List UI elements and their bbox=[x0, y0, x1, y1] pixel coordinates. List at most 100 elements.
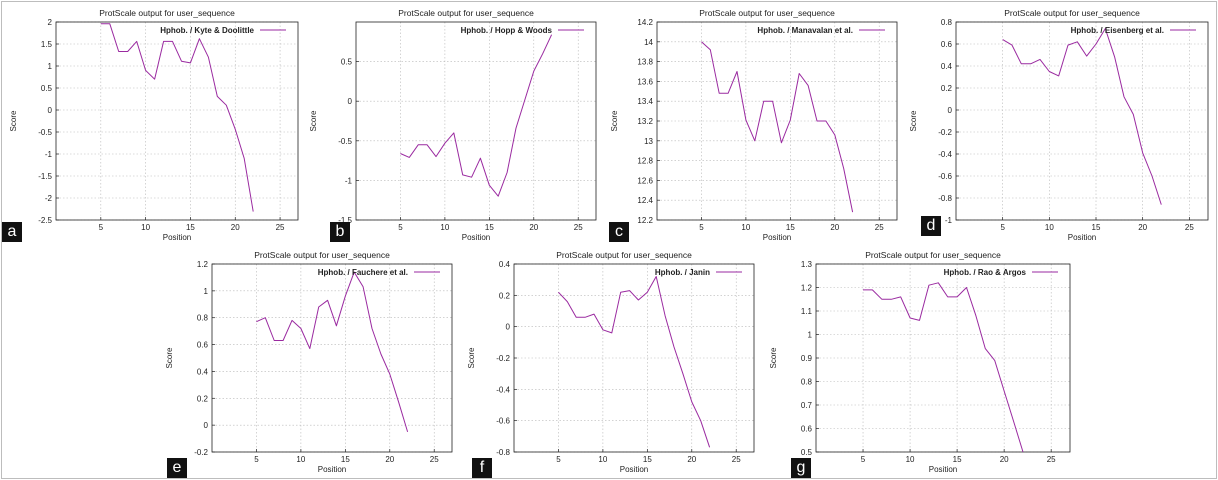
x-tick-label: 5 bbox=[398, 223, 403, 232]
chart-title: ProtScale output for user_sequence bbox=[99, 8, 235, 18]
y-axis-label: Score bbox=[909, 110, 918, 131]
y-tick-label: 0.5 bbox=[341, 58, 353, 67]
legend-label: Hphob. / Eisenberg et al. bbox=[1071, 26, 1164, 35]
y-tick-label: 0.6 bbox=[197, 341, 209, 350]
y-tick-label: -0.2 bbox=[194, 448, 208, 457]
x-tick-label: 20 bbox=[830, 223, 839, 232]
chart-title: ProtScale output for user_sequence bbox=[1004, 8, 1140, 18]
y-tick-label: -0.8 bbox=[938, 194, 952, 203]
y-tick-label: 1 bbox=[808, 331, 813, 340]
y-tick-label: 1 bbox=[204, 287, 209, 296]
y-tick-label: 0.2 bbox=[499, 291, 511, 300]
x-tick-label: 20 bbox=[687, 455, 696, 464]
y-tick-label: -0.2 bbox=[938, 128, 952, 137]
legend-label: Hphob. / Rao & Argos bbox=[944, 268, 1027, 277]
y-tick-label: 0.5 bbox=[801, 448, 813, 457]
y-tick-label: 13.4 bbox=[637, 97, 653, 106]
y-axis-label: Score bbox=[467, 347, 476, 368]
plot-frame bbox=[55, 21, 299, 221]
y-tick-label: -1 bbox=[45, 150, 53, 159]
x-tick-label: 25 bbox=[875, 223, 884, 232]
series-line bbox=[558, 276, 711, 448]
legend-label: Hphob. / Janin bbox=[655, 268, 710, 277]
x-tick-label: 10 bbox=[906, 455, 915, 464]
x-tick-label: 10 bbox=[741, 223, 750, 232]
x-tick-label: 10 bbox=[598, 455, 607, 464]
x-tick-label: 5 bbox=[1000, 223, 1005, 232]
y-tick-label: 0 bbox=[48, 106, 53, 115]
series-line bbox=[863, 282, 1024, 453]
y-tick-label: 0.4 bbox=[499, 260, 511, 269]
x-tick-label: 15 bbox=[341, 455, 350, 464]
panel-f: ProtScale output for user_sequence 5 10 15 2… bbox=[462, 248, 762, 474]
y-tick-label: -0.4 bbox=[496, 385, 510, 394]
y-tick-label: 14 bbox=[644, 38, 653, 47]
y-tick-label: 0.6 bbox=[941, 40, 953, 49]
x-tick-label: 20 bbox=[529, 223, 538, 232]
y-tick-label: 0.6 bbox=[801, 425, 813, 434]
x-tick-label: 25 bbox=[732, 455, 741, 464]
x-tick-label: 20 bbox=[231, 223, 240, 232]
legend-label: Hphob. / Manavalan et al. bbox=[757, 26, 853, 35]
chart-title: ProtScale output for user_sequence bbox=[398, 8, 534, 18]
x-tick-label: 25 bbox=[276, 223, 285, 232]
chart-b: ProtScale output for user_sequence 5 10 15 2… bbox=[309, 8, 597, 242]
y-tick-label: -0.2 bbox=[496, 354, 510, 363]
x-axis-label: Position bbox=[1068, 233, 1096, 242]
panel-tag-d: d bbox=[921, 216, 941, 236]
y-tick-label: 2 bbox=[48, 18, 53, 27]
x-tick-label: 5 bbox=[99, 223, 104, 232]
panel-c: ProtScale output for user_sequence 5 10 15 2… bbox=[605, 6, 905, 242]
y-tick-label: -2.5 bbox=[38, 216, 52, 225]
y-tick-label: 1.5 bbox=[41, 40, 53, 49]
y-tick-label: 13.8 bbox=[637, 58, 653, 67]
x-axis-label: Position bbox=[462, 233, 490, 242]
y-tick-label: 0.9 bbox=[801, 354, 813, 363]
legend-label: Hphob. / Kyte & Doolittle bbox=[160, 26, 254, 35]
chart-g: ProtScale output for user_sequence 5 10 15 2… bbox=[769, 250, 1071, 474]
y-tick-label: 0.8 bbox=[197, 314, 209, 323]
y-tick-label: -1 bbox=[345, 176, 353, 185]
x-tick-label: 20 bbox=[385, 455, 394, 464]
y-axis-label: Score bbox=[769, 347, 778, 368]
y-tick-label: -0.6 bbox=[938, 172, 952, 181]
x-tick-label: 5 bbox=[556, 455, 561, 464]
y-tick-label: 1 bbox=[48, 62, 53, 71]
x-tick-label: 15 bbox=[786, 223, 795, 232]
chart-c: ProtScale output for user_sequence 5 10 15 2… bbox=[610, 8, 898, 242]
y-tick-label: 12.4 bbox=[637, 196, 653, 205]
y-tick-label: 13.6 bbox=[637, 77, 653, 86]
chart-title: ProtScale output for user_sequence bbox=[254, 250, 390, 260]
panel-g: ProtScale output for user_sequence 5 10 15 2… bbox=[764, 248, 1078, 474]
y-tick-label: 13 bbox=[644, 137, 653, 146]
panel-tag-e: e bbox=[167, 458, 187, 478]
panel-e: ProtScale output for user_sequence 5 10 15 2… bbox=[160, 248, 460, 474]
y-tick-label: 12.6 bbox=[637, 176, 653, 185]
y-axis-label: Score bbox=[309, 110, 318, 131]
legend-label: Hphob. / Fauchere et al. bbox=[318, 268, 408, 277]
y-tick-label: 13.2 bbox=[637, 117, 653, 126]
y-tick-label: 0.8 bbox=[941, 18, 953, 27]
y-tick-label: 1.2 bbox=[197, 260, 209, 269]
y-tick-label: -0.6 bbox=[496, 417, 510, 426]
panel-tag-a: a bbox=[2, 222, 22, 242]
panel-b: ProtScale output for user_sequence 5 10 15 2… bbox=[304, 6, 604, 242]
plot-frame bbox=[211, 263, 453, 453]
y-tick-label: -2 bbox=[45, 194, 53, 203]
y-tick-label: 12.8 bbox=[637, 157, 653, 166]
y-tick-label: 1.3 bbox=[801, 260, 813, 269]
x-axis-label: Position bbox=[163, 233, 191, 242]
y-tick-label: 0.4 bbox=[941, 62, 953, 71]
y-axis-label: Score bbox=[610, 110, 619, 131]
panel-tag-f: f bbox=[472, 458, 492, 478]
panel-tag-g: g bbox=[791, 458, 811, 478]
y-tick-label: 0.2 bbox=[197, 394, 209, 403]
x-tick-label: 5 bbox=[861, 455, 866, 464]
series-line bbox=[100, 23, 254, 212]
chart-title: ProtScale output for user_sequence bbox=[699, 8, 835, 18]
x-tick-label: 20 bbox=[1138, 223, 1147, 232]
y-tick-label: 1.1 bbox=[801, 307, 813, 316]
